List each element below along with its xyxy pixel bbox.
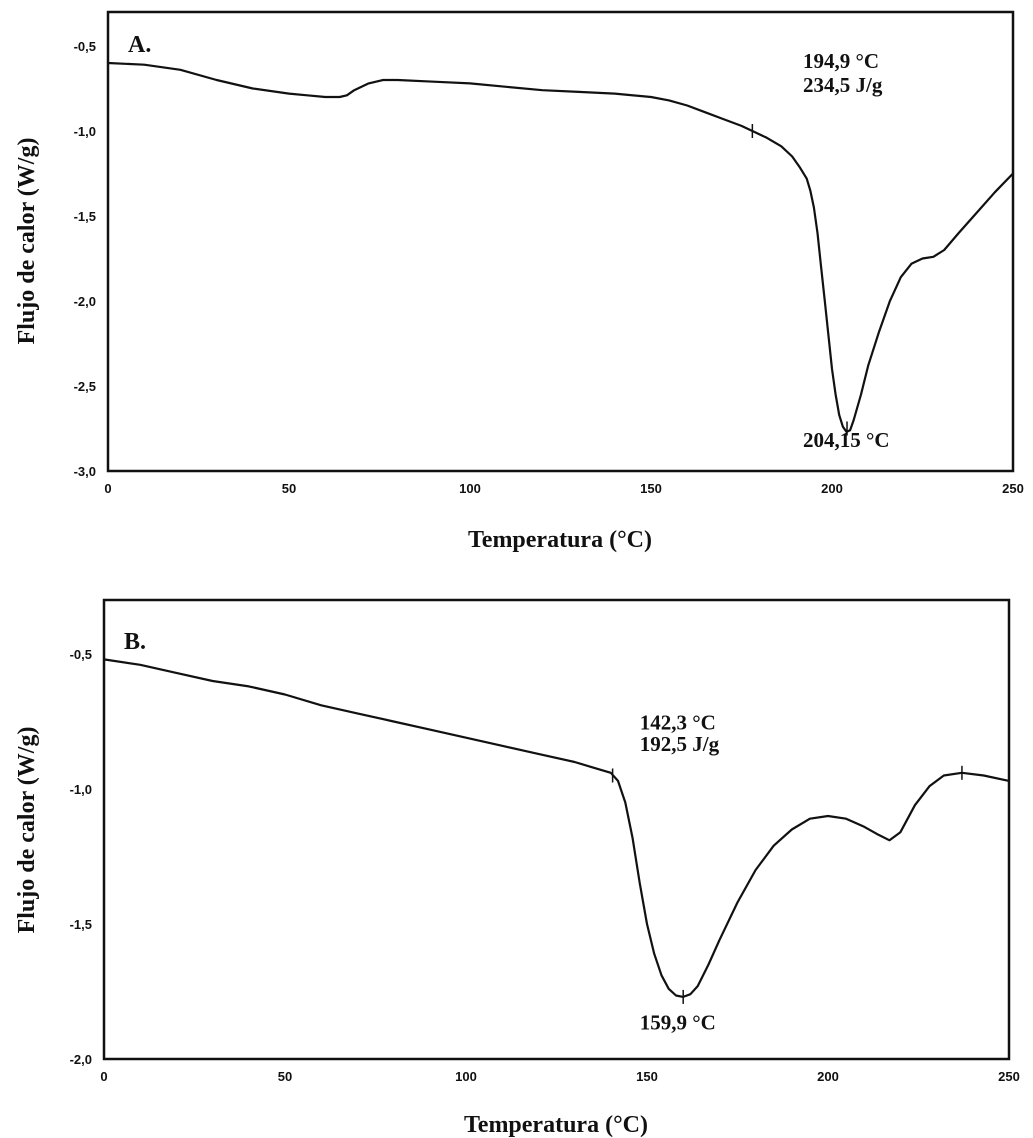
x-tick-label: 250	[998, 1069, 1020, 1084]
x-tick-label: 200	[821, 481, 843, 496]
x-tick-label: 0	[100, 1069, 107, 1084]
y-tick-label: -1,0	[70, 782, 92, 797]
annotation-label: 159,9 °C	[640, 1010, 716, 1034]
y-tick-label: -1,5	[70, 917, 92, 932]
x-tick-label: 50	[282, 481, 296, 496]
x-axis-label-b: Temperatura (°C)	[464, 1112, 648, 1138]
y-tick-label: -0,5	[74, 39, 96, 54]
panel-label-a: A.	[128, 32, 151, 58]
y-tick-label: -2,5	[74, 379, 96, 394]
curve-layer-a	[106, 61, 1015, 433]
x-tick-label: 100	[455, 1069, 477, 1084]
marker-layer-b	[611, 765, 963, 1004]
annotation-label: 142,3 °C	[640, 711, 716, 735]
y-tick-label: -0,5	[70, 647, 92, 662]
x-tick-label: 200	[817, 1069, 839, 1084]
series-line	[106, 61, 1015, 433]
x-axis-label-a: Temperatura (°C)	[468, 527, 652, 553]
annotation-label: 204,15 °C	[803, 428, 890, 452]
x-tick-label: 0	[104, 481, 111, 496]
y-tick-label: -1,5	[74, 209, 96, 224]
y-tick-labels-a: -0,5 -1,0 -1,5 -2,0 -2,5 -3,0	[74, 39, 96, 479]
y-tick-label: -3,0	[74, 464, 96, 479]
marker-layer-a	[751, 124, 1014, 436]
y-axis-label-a: Flujo de calor (W/g)	[14, 138, 40, 345]
y-tick-label: -2,0	[74, 294, 96, 309]
curve-layer-b	[102, 658, 1011, 998]
x-tick-label: 150	[640, 481, 662, 496]
chart-panel-a: 0 50 100 150 200 250 -0,5 -1,0 -1,5 -2,0 -2,5 -3,0…	[14, 10, 1024, 553]
y-tick-labels-b: -0,5 -1,0 -1,5 -2,0	[70, 647, 92, 1067]
series-line	[102, 658, 1011, 998]
x-tick-labels-a: 0 50 100 150 200 250	[104, 481, 1023, 496]
chart-panel-b: 0 50 100 150 200 250 -0,5 -1,0 -1,5 -2,0 142,3 °…	[14, 598, 1020, 1138]
annotation-label: 192,5 J/g	[640, 732, 720, 756]
x-tick-label: 150	[636, 1069, 658, 1084]
x-tick-label: 50	[278, 1069, 292, 1084]
panel-label-b: B.	[124, 629, 146, 655]
plot-frame-b	[102, 598, 1011, 1061]
annotation-label: 194,9 °C	[803, 49, 879, 73]
y-axis-label-b: Flujo de calor (W/g)	[14, 727, 40, 934]
y-tick-label: -1,0	[74, 124, 96, 139]
annotation-label: 234,5 J/g	[803, 73, 883, 97]
plot-frame-a	[106, 10, 1015, 473]
x-tick-labels-b: 0 50 100 150 200 250	[100, 1069, 1019, 1084]
x-tick-label: 100	[459, 481, 481, 496]
x-tick-label: 250	[1002, 481, 1024, 496]
y-tick-label: -2,0	[70, 1052, 92, 1067]
